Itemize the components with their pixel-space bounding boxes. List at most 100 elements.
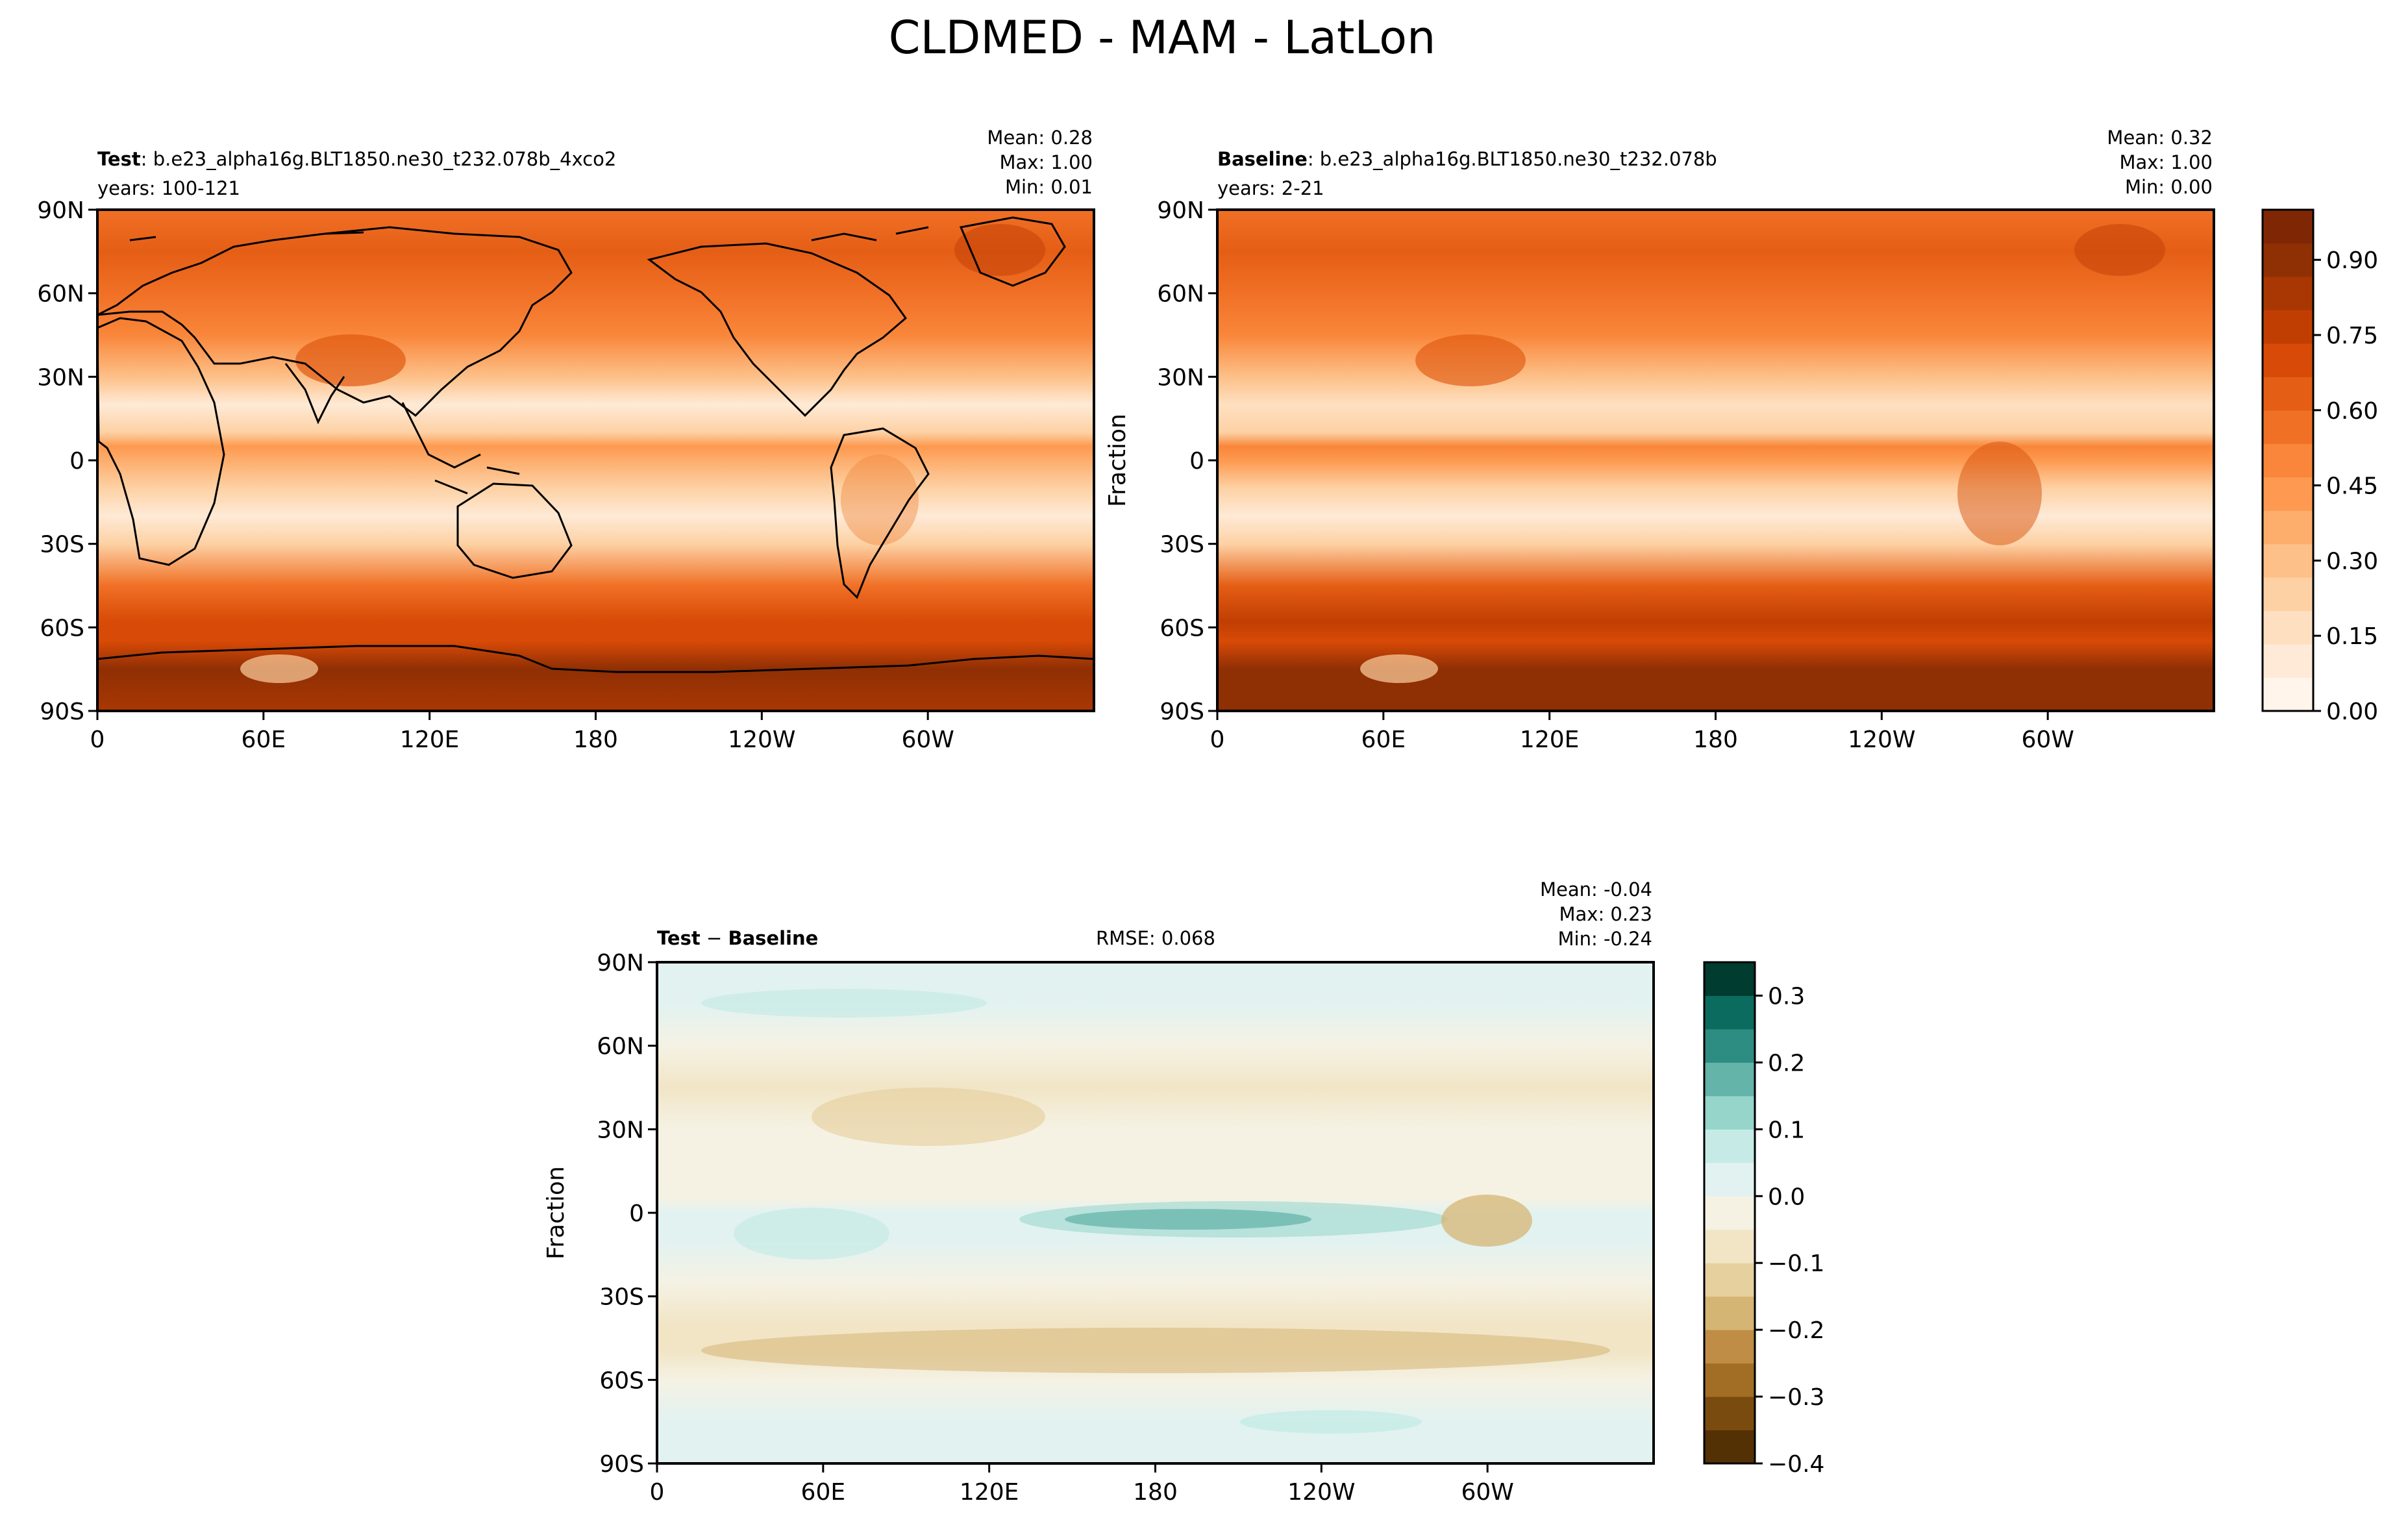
baseline-ytick-label: 90S (1160, 699, 1204, 725)
diff-name-baseline: Baseline (728, 927, 818, 949)
baseline-map-field (1217, 210, 2214, 711)
seq-colorbar-tick-label: 0.75 (2326, 323, 2378, 349)
baseline-ytick-label: 60N (1157, 281, 1204, 308)
test-name: Test (97, 148, 141, 170)
test-ytick-label: 60N (37, 281, 84, 308)
baseline-xtick-label: 60W (2021, 727, 2074, 753)
div-colorbar-segment (1704, 1028, 1755, 1063)
test-coast-south-america (830, 427, 930, 599)
diff-rmse: RMSE: 0.068 (1096, 927, 1215, 949)
test-ytick-label: 90S (40, 699, 84, 725)
test-xtick-label: 120E (400, 727, 459, 753)
diff-ytick-label: 60N (597, 1034, 644, 1060)
seq-colorbar-segment (2263, 577, 2313, 612)
seq-colorbar-segment (2263, 276, 2313, 310)
test-ytick-label: 30N (37, 364, 84, 391)
div-colorbar-segment (1704, 1162, 1755, 1197)
diff-ylabel: Fraction (543, 1166, 569, 1260)
test-panel: 0 60E 120E 180 120W 60W 90N 60N 30N 0 30S 60S 90S Te… (37, 127, 1095, 753)
seq-colorbar-segment (2263, 377, 2313, 411)
diff-xtick-label: 120E (960, 1479, 1019, 1506)
div-colorbar-tick-label: 0.3 (1768, 983, 1805, 1010)
diverging-colorbar: 0.3 0.2 0.1 0.0 −0.1 −0.2 −0.3 −0.4 (1703, 961, 1824, 1478)
diff-ytick-label: 30N (597, 1117, 644, 1143)
diff-axis-ticks: 0 60E 120E 180 120W 60W 90N 60N 30N 0 30S 60S 90S (597, 950, 1514, 1506)
baseline-ylabel: Fraction (1104, 414, 1131, 507)
baseline-xtick-label: 120W (1848, 727, 1915, 753)
test-axis-ticks: 0 60E 120E 180 120W 60W 90N 60N 30N 0 30S 60S 90S (37, 197, 954, 753)
test-coast-north-america (647, 242, 908, 417)
diff-ytick-label: 30S (599, 1284, 644, 1311)
seq-colorbar-tick-label: 0.15 (2326, 623, 2378, 650)
test-map-field (97, 210, 1094, 711)
diff-name-sep: − (701, 927, 728, 949)
test-antarctic-low (240, 654, 318, 683)
div-colorbar-segment (1704, 1095, 1755, 1130)
test-xtick-label: 120W (728, 727, 795, 753)
baseline-ytick-label: 0 (1189, 448, 1204, 475)
div-colorbar-tick-label: −0.3 (1768, 1384, 1824, 1411)
div-colorbar-tick-label: 0.2 (1768, 1050, 1805, 1076)
test-years: years: 100-121 (97, 177, 240, 199)
test-coast-antarctica (97, 645, 1094, 673)
div-colorbar-tick-label: 0.1 (1768, 1117, 1805, 1143)
diff-ytick-label: 90N (597, 950, 644, 976)
test-ytick-label: 0 (69, 448, 84, 475)
div-colorbar-segment (1704, 1363, 1755, 1397)
baseline-name: Baseline (1217, 148, 1308, 170)
diff-anomalies (701, 989, 1610, 1434)
test-anomalies (240, 224, 1045, 683)
test-panel-title: Test: b.e23_alpha16g.BLT1850.ne30_t232.0… (97, 148, 616, 170)
diff-ytick-label: 90S (599, 1451, 644, 1478)
baseline-panel: 0 60E 120E 180 120W 60W 90N 60N 30N 0 30S 60S 90S Fr… (1104, 127, 2215, 753)
diff-asia-negative (812, 1088, 1045, 1146)
diff-xtick-label: 60W (1461, 1479, 1513, 1506)
diff-stat-mean: Mean: -0.04 (1540, 878, 1652, 901)
diff-xtick-label: 120W (1287, 1479, 1355, 1506)
div-colorbar-segment (1704, 1296, 1755, 1330)
diff-ytick-label: 0 (629, 1200, 644, 1227)
test-coast-arctic-islands (129, 226, 929, 242)
test-xtick-label: 180 (573, 727, 618, 753)
diff-arctic-positive (701, 989, 987, 1017)
div-colorbar-segment (1704, 1229, 1755, 1263)
test-case: : b.e23_alpha16g.BLT1850.ne30_t232.078b_… (141, 148, 617, 170)
diff-amazon-negative (1441, 1195, 1532, 1247)
test-coast-greenland (959, 216, 1066, 287)
baseline-antarctic-low (1360, 654, 1438, 683)
baseline-siberia-high (2074, 224, 2165, 276)
test-ytick-label: 30S (40, 532, 84, 558)
test-coast-europe-asia (97, 226, 573, 417)
diff-panel-title: Test − Baseline (657, 927, 818, 949)
test-coast-seasia (401, 402, 520, 495)
test-stat-mean: Mean: 0.28 (987, 127, 1093, 149)
div-colorbar-segment (1704, 1196, 1755, 1230)
test-coast-australia (456, 482, 573, 579)
seq-colorbar-segment (2263, 510, 2313, 545)
diff-southern-negative (701, 1328, 1610, 1373)
div-colorbar-segment (1704, 1397, 1755, 1431)
seq-colorbar-tick-label: 0.30 (2326, 548, 2378, 575)
div-colorbar-segment (1704, 1430, 1755, 1464)
baseline-ytick-label: 60S (1160, 615, 1204, 641)
baseline-anomalies (1360, 224, 2165, 683)
div-colorbar-segment (1704, 962, 1755, 996)
diff-stat-min: Min: -0.24 (1558, 928, 1652, 950)
baseline-stat-min: Min: 0.00 (2125, 176, 2213, 198)
div-colorbar-segment (1704, 995, 1755, 1030)
seq-colorbar-segment (2263, 477, 2313, 511)
seq-colorbar-tick-label: 0.90 (2326, 247, 2378, 274)
div-colorbar-tick-label: 0.0 (1768, 1184, 1805, 1210)
diff-xtick-label: 180 (1133, 1479, 1178, 1506)
test-tibet-high (295, 334, 406, 386)
baseline-ytick-label: 30N (1157, 364, 1204, 391)
seq-colorbar-frame (2261, 208, 2315, 712)
seq-colorbar-tick-label: 0.45 (2326, 473, 2378, 500)
seq-colorbar-tick-label: 0.00 (2326, 699, 2378, 725)
baseline-stat-max: Max: 1.00 (2119, 151, 2213, 173)
baseline-stat-mean: Mean: 0.32 (2107, 127, 2213, 149)
div-colorbar-segment (1704, 1062, 1755, 1097)
diff-ytick-label: 60S (599, 1367, 644, 1394)
seq-colorbar-segment (2263, 644, 2313, 678)
